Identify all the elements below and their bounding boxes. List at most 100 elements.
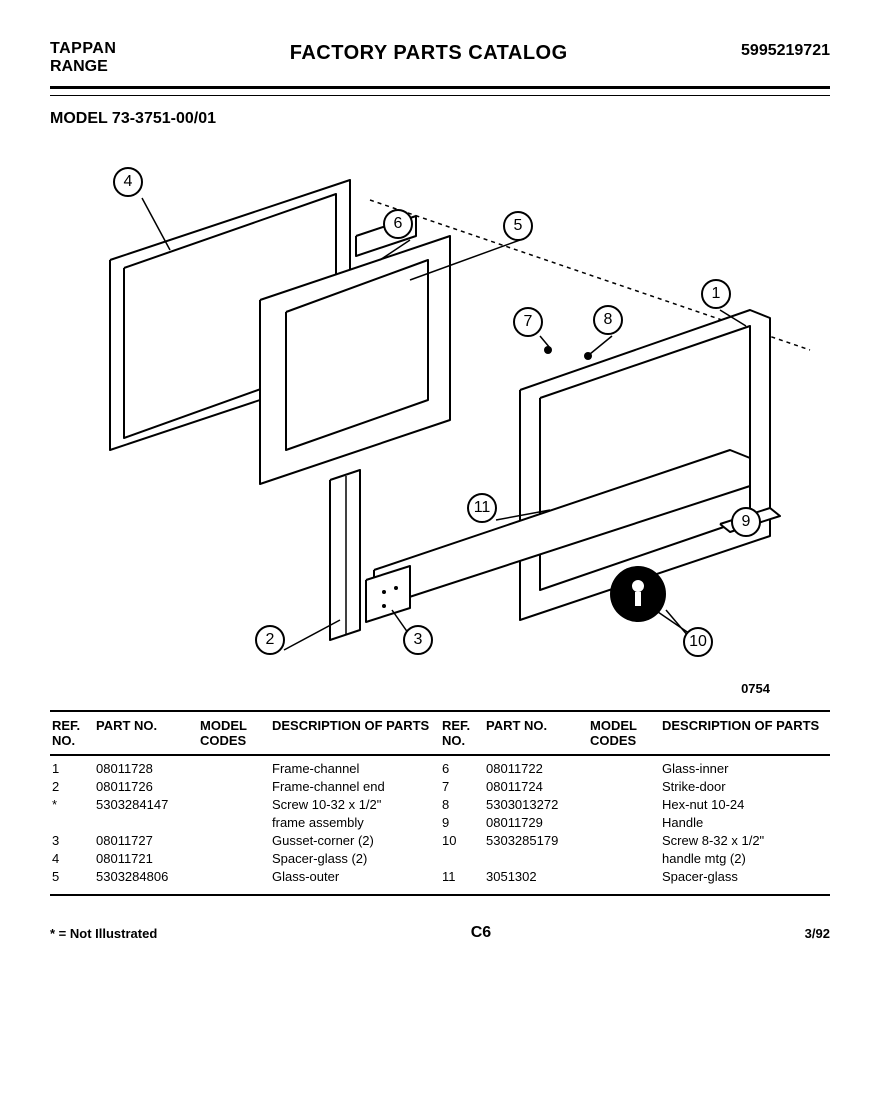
cell-ref: *	[50, 797, 96, 813]
table-row: 708011724 Strike-door	[440, 778, 830, 796]
parts-tables: REF. NO. PART NO. MODEL CODES DESCRIPTIO…	[50, 710, 830, 890]
table-row: 908011729 Handle	[440, 814, 830, 832]
table-header: REF. NO. PART NO. MODEL CODES DESCRIPTIO…	[440, 710, 830, 756]
cell-ref: 1	[50, 761, 96, 777]
cell-desc: Hex-nut 10-24	[662, 797, 830, 813]
cell-part	[486, 851, 590, 867]
cell-model	[590, 851, 662, 867]
cell-part	[96, 815, 200, 831]
cell-ref: 6	[440, 761, 486, 777]
callout-2: 2	[255, 625, 285, 655]
cell-ref	[440, 851, 486, 867]
callout-3: 3	[403, 625, 433, 655]
cell-desc: Screw 8-32 x 1/2"	[662, 833, 830, 849]
page-footer: * = Not Illustrated C6 3/92	[50, 924, 830, 942]
table-row: 108011728 Frame-channel	[50, 760, 440, 778]
cell-part: 5303284147	[96, 797, 200, 813]
cell-part: 08011722	[486, 761, 590, 777]
rule-thick	[50, 86, 830, 89]
callout-4: 4	[113, 167, 143, 197]
cell-part: 08011721	[96, 851, 200, 867]
cell-ref: 5	[50, 869, 96, 885]
cell-ref: 2	[50, 779, 96, 795]
cell-model	[590, 761, 662, 777]
table-header: REF. NO. PART NO. MODEL CODES DESCRIPTIO…	[50, 710, 440, 756]
footer-mid: C6	[471, 924, 491, 942]
cell-desc: Glass-inner	[662, 761, 830, 777]
table-row: 105303285179Screw 8-32 x 1/2"	[440, 832, 830, 850]
cell-model	[200, 851, 272, 867]
callout-1: 1	[701, 279, 731, 309]
table-row: 208011726 Frame-channel end	[50, 778, 440, 796]
rule-bottom	[50, 894, 830, 896]
hdr-ref: REF. NO.	[50, 718, 96, 748]
table-row: 85303013272 Hex-nut 10-24	[440, 796, 830, 814]
rule-thin	[50, 95, 830, 96]
table-row: 113051302Spacer-glass	[440, 868, 830, 886]
hdr-model: MODEL CODES	[200, 718, 272, 748]
table-row: 608011722 Glass-inner	[440, 760, 830, 778]
cell-desc: Gusset-corner (2)	[272, 833, 440, 849]
cell-part: 08011729	[486, 815, 590, 831]
cell-model	[200, 833, 272, 849]
cell-part: 08011727	[96, 833, 200, 849]
hdr-part: PART NO.	[96, 718, 200, 748]
cell-desc: Screw 10-32 x 1/2"	[272, 797, 440, 813]
callout-10: 10	[683, 627, 713, 657]
table-row: 408011721 Spacer-glass (2)	[50, 850, 440, 868]
hdr-part: PART NO.	[486, 718, 590, 748]
callout-6: 6	[383, 209, 413, 239]
page-title: FACTORY PARTS CATALOG	[290, 42, 568, 65]
model-text: MODEL 73-3751-00/01	[50, 110, 830, 128]
footer-right: 3/92	[805, 926, 830, 941]
cell-ref: 8	[440, 797, 486, 813]
cell-model	[200, 869, 272, 885]
cell-part: 5303284806	[96, 869, 200, 885]
table-row: frame assembly	[50, 814, 440, 832]
cell-ref	[50, 815, 96, 831]
cell-model	[590, 815, 662, 831]
cell-ref: 7	[440, 779, 486, 795]
cell-desc: Frame-channel end	[272, 779, 440, 795]
footer-left: * = Not Illustrated	[50, 926, 157, 941]
cell-model	[590, 779, 662, 795]
parts-table-right: REF. NO. PART NO. MODEL CODES DESCRIPTIO…	[440, 710, 830, 890]
callout-7: 7	[513, 307, 543, 337]
parts-table-left: REF. NO. PART NO. MODEL CODES DESCRIPTIO…	[50, 710, 440, 890]
exploded-diagram: 4657811192310 0754	[50, 140, 830, 700]
callout-9: 9	[731, 507, 761, 537]
doc-number: 5995219721	[741, 42, 830, 60]
table-row: 308011727Gusset-corner (2)	[50, 832, 440, 850]
cell-ref: 4	[50, 851, 96, 867]
hdr-ref: REF. NO.	[440, 718, 486, 748]
cell-part: 5303285179	[486, 833, 590, 849]
cell-part: 08011726	[96, 779, 200, 795]
cell-model	[200, 761, 272, 777]
cell-part: 5303013272	[486, 797, 590, 813]
cell-ref: 11	[440, 869, 486, 885]
cell-desc: Glass-outer	[272, 869, 440, 885]
cell-part: 08011728	[96, 761, 200, 777]
cell-desc: Spacer-glass (2)	[272, 851, 440, 867]
cell-model	[200, 815, 272, 831]
hdr-desc: DESCRIPTION OF PARTS	[662, 718, 830, 748]
callout-5: 5	[503, 211, 533, 241]
cell-model	[200, 797, 272, 813]
cell-ref: 9	[440, 815, 486, 831]
cell-part: 3051302	[486, 869, 590, 885]
callout-8: 8	[593, 305, 623, 335]
cell-part: 08011724	[486, 779, 590, 795]
callout-11: 11	[467, 493, 497, 523]
cell-desc: handle mtg (2)	[662, 851, 830, 867]
cell-desc: Frame-channel	[272, 761, 440, 777]
hdr-desc: DESCRIPTION OF PARTS	[272, 718, 440, 748]
brand-text: TAPPAN	[50, 40, 116, 58]
cell-model	[590, 833, 662, 849]
cell-desc: Handle	[662, 815, 830, 831]
cell-desc: Strike-door	[662, 779, 830, 795]
cell-model	[200, 779, 272, 795]
cell-model	[590, 797, 662, 813]
table-row: 55303284806 Glass-outer	[50, 868, 440, 886]
hdr-model: MODEL CODES	[590, 718, 662, 748]
table-row: *5303284147 Screw 10-32 x 1/2"	[50, 796, 440, 814]
